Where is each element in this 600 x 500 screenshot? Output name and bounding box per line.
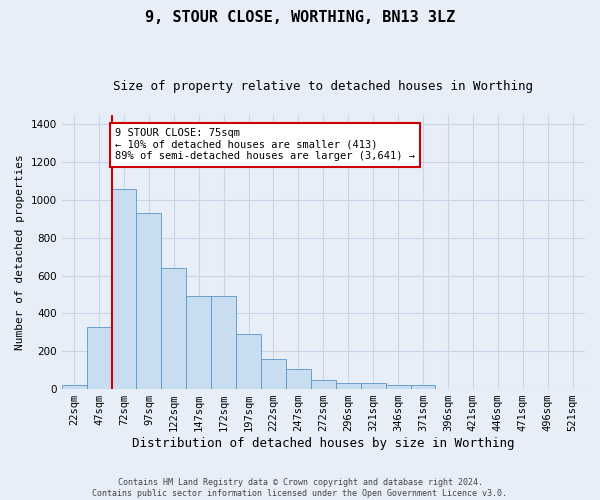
Bar [112, 188, 136, 389]
Bar [86, 326, 112, 389]
Text: 9, STOUR CLOSE, WORTHING, BN13 3LZ: 9, STOUR CLOSE, WORTHING, BN13 3LZ [145, 10, 455, 25]
Bar [136, 214, 161, 389]
Bar [236, 334, 261, 389]
Bar [186, 296, 211, 389]
X-axis label: Distribution of detached houses by size in Worthing: Distribution of detached houses by size … [132, 437, 515, 450]
Bar [311, 380, 336, 389]
Y-axis label: Number of detached properties: Number of detached properties [15, 154, 25, 350]
Bar [336, 384, 361, 389]
Bar [410, 386, 436, 389]
Bar [386, 386, 410, 389]
Bar [161, 268, 186, 389]
Text: 9 STOUR CLOSE: 75sqm
← 10% of detached houses are smaller (413)
89% of semi-deta: 9 STOUR CLOSE: 75sqm ← 10% of detached h… [115, 128, 415, 162]
Title: Size of property relative to detached houses in Worthing: Size of property relative to detached ho… [113, 80, 533, 93]
Text: Contains HM Land Registry data © Crown copyright and database right 2024.
Contai: Contains HM Land Registry data © Crown c… [92, 478, 508, 498]
Bar [261, 359, 286, 389]
Bar [211, 296, 236, 389]
Bar [286, 369, 311, 389]
Bar [62, 386, 86, 389]
Bar [361, 384, 386, 389]
